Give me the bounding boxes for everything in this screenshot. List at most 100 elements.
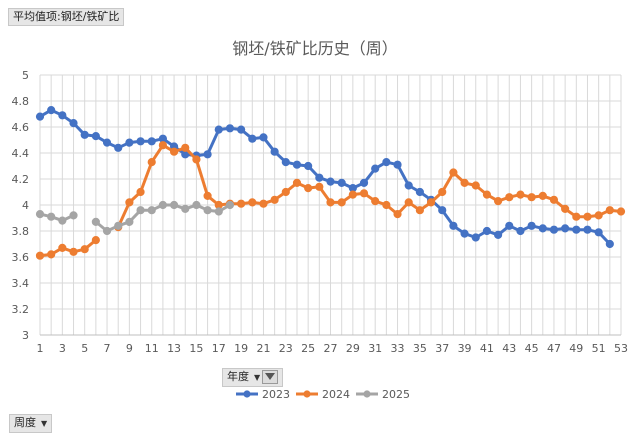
data-point-2024	[549, 195, 559, 204]
data-point-2024	[382, 200, 391, 210]
data-point-2024	[482, 190, 492, 199]
data-point-2024	[169, 147, 179, 156]
data-point-2024	[147, 158, 156, 167]
dropdown-arrow-icon: ▼	[41, 419, 48, 428]
legend-label: 2024	[322, 388, 350, 401]
data-point-2024	[516, 190, 525, 199]
data-point-2025	[136, 206, 145, 215]
data-point-2023	[225, 124, 235, 133]
data-point-2025	[181, 204, 190, 213]
data-point-2023	[69, 119, 78, 128]
data-point-2024	[237, 199, 246, 208]
data-point-2023	[516, 226, 525, 236]
filter-icon[interactable]	[262, 370, 279, 384]
data-point-2023	[371, 164, 380, 173]
data-point-2025	[102, 226, 112, 236]
data-point-2024	[527, 193, 536, 202]
data-point-2023	[270, 147, 279, 156]
data-point-2023	[538, 224, 547, 233]
data-point-2024	[281, 187, 290, 197]
data-point-2025	[169, 200, 179, 210]
data-point-2024	[259, 199, 268, 208]
data-point-2023	[594, 228, 603, 237]
data-point-2024	[35, 251, 45, 260]
data-point-2024	[616, 207, 626, 216]
y-tick-label: 4.6	[12, 121, 30, 134]
data-point-2024	[449, 168, 458, 177]
x-tick-label: 11	[145, 342, 159, 355]
data-point-2023	[125, 138, 134, 147]
x-tick-label: 45	[525, 342, 539, 355]
data-point-2023	[248, 134, 257, 143]
y-tick-label: 3.8	[12, 225, 30, 238]
x-tick-label: 47	[547, 342, 561, 355]
data-point-2024	[248, 198, 257, 207]
data-point-2024	[404, 198, 413, 207]
x-tick-label: 5	[81, 342, 88, 355]
data-point-2024	[69, 247, 78, 256]
data-point-2024	[583, 212, 592, 221]
data-point-2025	[69, 211, 78, 220]
y-tick-label: 5	[22, 69, 29, 82]
x-tick-label: 15	[189, 342, 203, 355]
data-point-2023	[393, 160, 402, 169]
data-point-2025	[225, 200, 235, 210]
data-point-2023	[460, 229, 469, 238]
pivot-year-field-button[interactable]: 年度 ▼	[222, 368, 284, 387]
data-point-2024	[594, 211, 603, 220]
data-point-2024	[315, 182, 324, 191]
data-point-2023	[304, 161, 313, 171]
data-point-2023	[237, 125, 246, 134]
legend-label: 2023	[262, 388, 290, 401]
data-point-2025	[192, 200, 201, 210]
data-point-2024	[348, 190, 357, 199]
data-point-2024	[125, 198, 134, 207]
data-point-2023	[147, 137, 156, 146]
x-tick-label: 3	[59, 342, 66, 355]
data-point-2023	[572, 225, 581, 234]
data-point-2024	[203, 191, 212, 200]
data-point-2023	[549, 225, 559, 234]
pivot-value-field-button[interactable]: 平均值项:钢坯/铁矿比	[8, 8, 125, 26]
data-point-2023	[505, 221, 514, 230]
data-point-2024	[270, 195, 279, 204]
data-point-2023	[326, 177, 335, 186]
x-tick-label: 53	[614, 342, 628, 355]
x-tick-label: 29	[346, 342, 360, 355]
x-tick-label: 19	[234, 342, 248, 355]
x-tick-label: 21	[256, 342, 270, 355]
data-point-2024	[359, 189, 369, 198]
x-tick-label: 33	[391, 342, 405, 355]
data-point-2024	[460, 178, 469, 187]
data-point-2023	[259, 133, 268, 142]
data-point-2023	[359, 178, 369, 187]
data-point-2023	[214, 125, 223, 134]
data-point-2023	[203, 150, 212, 159]
data-point-2024	[426, 198, 436, 207]
data-point-2024	[304, 184, 313, 193]
data-point-2023	[493, 230, 503, 239]
data-point-2023	[58, 111, 67, 120]
x-tick-label: 35	[413, 342, 427, 355]
data-point-2024	[326, 198, 335, 207]
x-tick-label: 43	[502, 342, 516, 355]
x-tick-label: 17	[212, 342, 226, 355]
data-point-2024	[181, 143, 190, 152]
data-point-2024	[47, 250, 56, 259]
y-tick-label: 4.8	[12, 95, 30, 108]
data-point-2024	[505, 193, 514, 202]
data-point-2024	[572, 212, 581, 221]
pivot-week-field-button[interactable]: 周度 ▼	[9, 414, 53, 433]
pivot-week-field-label: 周度	[14, 416, 36, 429]
data-point-2023	[281, 158, 290, 167]
x-tick-label: 31	[368, 342, 382, 355]
data-point-2023	[292, 160, 302, 169]
data-point-2024	[471, 181, 480, 190]
data-point-2025	[147, 206, 156, 215]
data-point-2024	[292, 178, 302, 187]
x-tick-label: 13	[167, 342, 181, 355]
data-point-2023	[482, 226, 492, 236]
y-tick-label: 4.4	[12, 147, 30, 160]
data-point-2023	[114, 143, 123, 152]
